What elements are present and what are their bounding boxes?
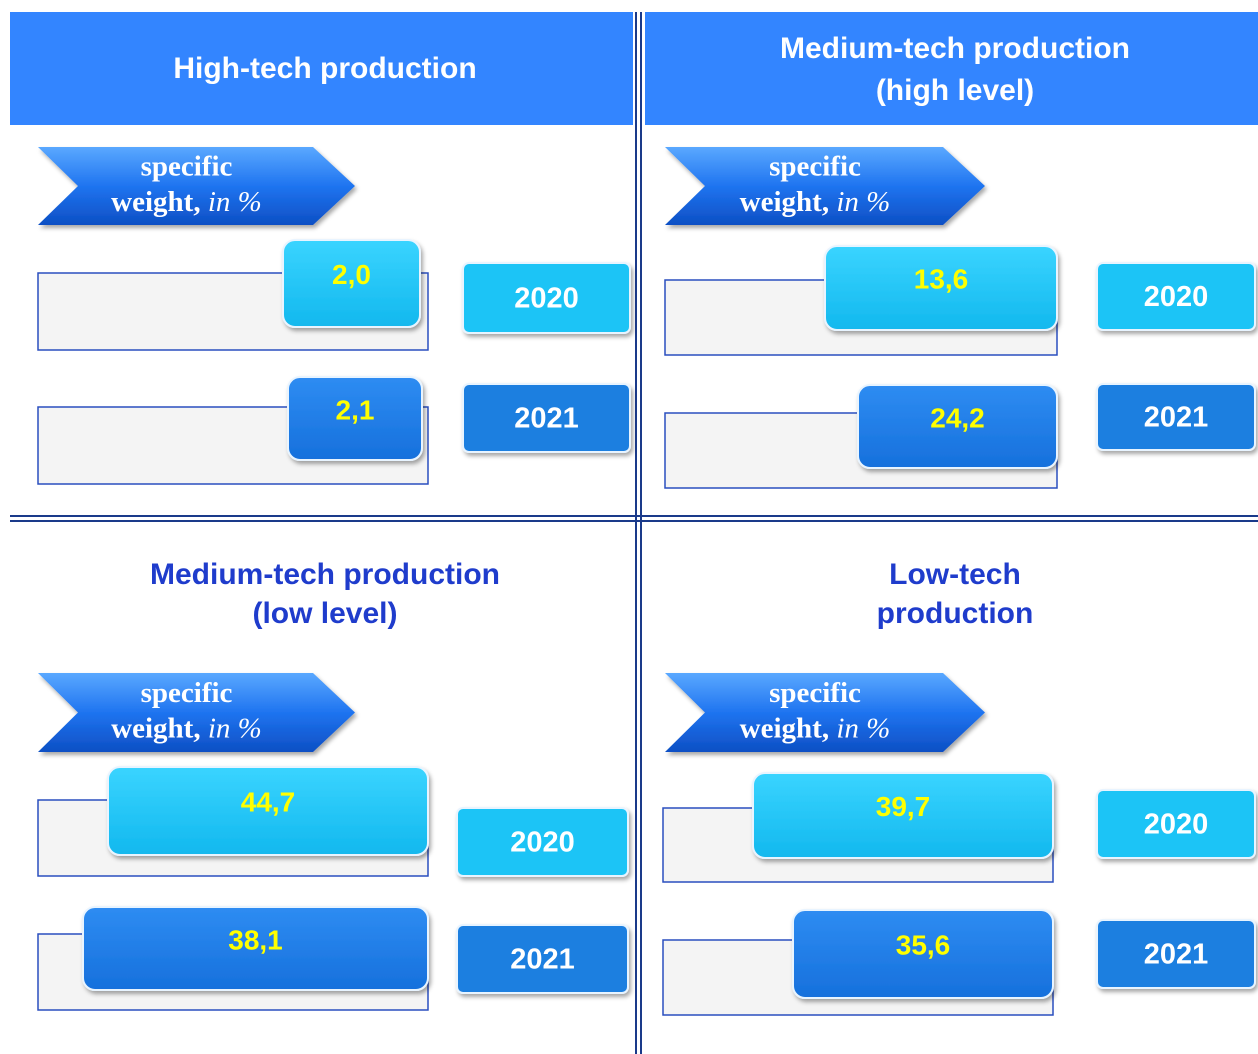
value-label: 39,7 xyxy=(876,791,931,822)
label-bold: weight, xyxy=(111,186,200,218)
year-label: 2021 xyxy=(1144,939,1209,971)
panel-title: (high level) xyxy=(876,74,1034,107)
value-box xyxy=(857,384,1058,469)
year-box xyxy=(456,924,629,994)
label-arrow xyxy=(665,673,985,752)
value-box xyxy=(792,909,1054,999)
year-label: 2020 xyxy=(510,827,575,859)
value-label: 35,6 xyxy=(896,929,951,960)
year-label: 2021 xyxy=(514,403,579,435)
year-box xyxy=(456,807,629,877)
year-box xyxy=(1096,789,1256,859)
panel-title: production xyxy=(877,597,1034,630)
value-box xyxy=(752,772,1054,859)
label-text: weight, in % xyxy=(740,186,891,218)
value-box xyxy=(107,766,429,856)
value-label: 38,1 xyxy=(228,924,283,955)
label-bold: weight, xyxy=(740,186,829,218)
year-box xyxy=(1096,383,1256,451)
year-label: 2021 xyxy=(510,944,575,976)
label-arrow xyxy=(665,147,985,225)
value-box xyxy=(82,906,429,991)
panel-title: Medium-tech production xyxy=(150,558,500,591)
label-text: specific xyxy=(769,677,861,709)
value-label: 2,1 xyxy=(336,394,375,425)
value-label: 44,7 xyxy=(241,786,296,817)
header-bg xyxy=(10,12,633,125)
label-text: weight, in % xyxy=(111,712,262,744)
year-box xyxy=(462,262,631,334)
value-box xyxy=(287,376,423,461)
panel-title: Low-tech xyxy=(889,558,1021,591)
label-italic: in % xyxy=(208,186,262,218)
label-italic: in % xyxy=(836,186,890,218)
label-text: weight, in % xyxy=(740,712,891,744)
header-bg xyxy=(645,12,1258,125)
panel-title: High-tech production xyxy=(173,52,476,85)
value-box xyxy=(282,239,421,328)
label-text: specific xyxy=(141,677,233,709)
label-italic: in % xyxy=(836,712,890,744)
label-text: specific xyxy=(141,151,233,183)
year-label: 2021 xyxy=(1144,402,1209,434)
panel-title: Medium-tech production xyxy=(780,32,1130,65)
year-box xyxy=(462,383,631,453)
label-text: specific xyxy=(769,151,861,183)
label-text: weight, in % xyxy=(111,186,262,218)
value-label: 24,2 xyxy=(930,402,985,433)
year-box xyxy=(1096,919,1256,989)
label-arrow xyxy=(38,673,355,752)
year-label: 2020 xyxy=(1144,281,1209,313)
value-box xyxy=(824,245,1058,331)
label-italic: in % xyxy=(208,712,262,744)
value-label: 2,0 xyxy=(332,259,371,290)
year-label: 2020 xyxy=(1144,809,1209,841)
year-label: 2020 xyxy=(514,283,579,315)
value-label: 13,6 xyxy=(914,264,969,295)
label-bold: weight, xyxy=(111,712,200,744)
label-arrow xyxy=(38,147,355,225)
year-box xyxy=(1096,262,1256,331)
panel-title: (low level) xyxy=(252,597,397,630)
label-bold: weight, xyxy=(740,712,829,744)
